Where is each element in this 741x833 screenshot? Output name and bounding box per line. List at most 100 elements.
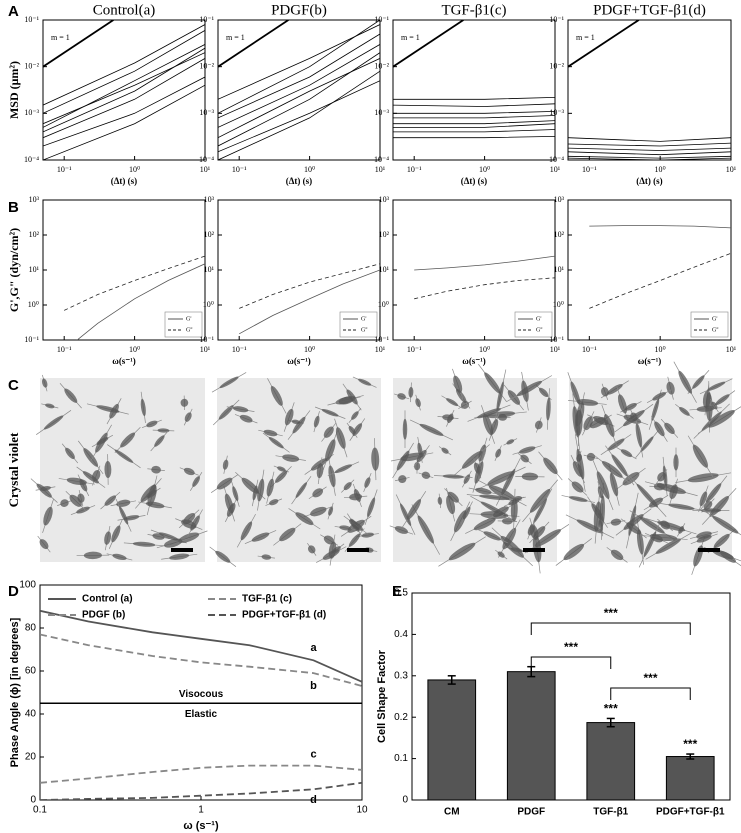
- cell: [273, 523, 302, 546]
- x-axis-label: ω(s⁻¹): [462, 356, 486, 366]
- cell-body: [154, 435, 165, 447]
- line: [218, 80, 380, 153]
- y-tick-label: 10⁻¹: [374, 15, 389, 24]
- cell-body: [348, 533, 361, 547]
- cell-body: [453, 375, 463, 393]
- cell: [645, 532, 692, 560]
- x-tick-label: 10¹: [550, 165, 561, 174]
- cell-body: [402, 418, 408, 440]
- bracket-label: ***: [564, 640, 578, 654]
- cell-body: [543, 457, 558, 475]
- cell: [481, 405, 495, 444]
- cell: [141, 419, 162, 429]
- cell: [257, 469, 265, 511]
- cell: [225, 497, 238, 523]
- cell: [401, 490, 427, 529]
- x-axis-label: (Δt) (s): [111, 176, 137, 186]
- legend-box: [690, 311, 729, 338]
- cell: [42, 499, 54, 533]
- y-tick-label: 10⁻¹: [24, 335, 39, 344]
- cell-body: [611, 454, 628, 477]
- cell: [446, 409, 455, 427]
- cell-body: [364, 477, 371, 488]
- cell-body: [252, 485, 258, 501]
- y-tick-label: 10⁻¹: [549, 15, 564, 24]
- panel-label: E: [392, 583, 402, 600]
- cell: [409, 419, 454, 441]
- line: [568, 147, 731, 151]
- legend-label: PDGF+TGF-β1 (d): [242, 610, 326, 621]
- cell: [438, 446, 452, 456]
- cell-body: [529, 488, 551, 513]
- cell-body: [104, 495, 117, 506]
- y-tick-label: 0: [402, 795, 408, 806]
- y-tick-label: 0: [30, 795, 36, 806]
- cell-body: [60, 499, 69, 507]
- y-tick-label: 60: [25, 666, 37, 677]
- cell: [110, 499, 137, 507]
- cell: [616, 447, 637, 460]
- error-bar: [447, 675, 456, 685]
- comparison-bracket: [530, 622, 691, 635]
- region-label: Elastic: [185, 709, 218, 720]
- cell-body: [268, 437, 284, 449]
- x-axis-label: ω (s⁻¹): [183, 820, 219, 832]
- cell-body: [563, 543, 585, 561]
- cell-body: [400, 503, 412, 526]
- slope-reference-line: [393, 20, 464, 68]
- cell-body: [351, 411, 359, 420]
- cell-body: [599, 495, 605, 528]
- cell: [699, 475, 728, 511]
- cell: [106, 553, 133, 561]
- cell: [699, 378, 733, 395]
- cell-body: [64, 388, 78, 403]
- cell: [117, 514, 146, 521]
- legend-label: G'': [536, 327, 543, 333]
- cell-body: [104, 460, 112, 479]
- plot-area: [40, 609, 362, 800]
- cell-body: [140, 398, 146, 417]
- cell: [655, 469, 668, 485]
- x-tick-label: 10¹: [375, 345, 386, 354]
- cell: [472, 452, 486, 493]
- legend-label: G': [186, 316, 191, 322]
- x-tick-label: 10¹: [726, 165, 737, 174]
- cell-body: [510, 498, 518, 522]
- cell-body: [657, 472, 666, 482]
- cell: [643, 495, 669, 511]
- cell-body: [506, 439, 515, 445]
- y-tick-label: 10²: [554, 230, 565, 239]
- x-tick-label: 10¹: [200, 165, 211, 174]
- cell: [465, 514, 505, 534]
- y-axis-label: Phase Angle (ϕ) [in degrees]: [9, 617, 21, 767]
- cell: [209, 546, 237, 567]
- cell-body: [715, 394, 730, 406]
- x-tick-label: 10⁰: [129, 345, 140, 354]
- cell: [236, 514, 256, 548]
- plot-frame: [217, 19, 381, 161]
- cell: [546, 388, 551, 430]
- cell-body: [323, 535, 335, 545]
- cell: [283, 402, 295, 432]
- legend-label: G': [712, 316, 717, 322]
- cell: [438, 536, 486, 567]
- cell-body: [534, 420, 543, 430]
- cell-body: [652, 392, 667, 401]
- y-tick-label: 10⁰: [203, 300, 214, 309]
- cell-body: [45, 403, 55, 409]
- cell-body: [43, 415, 64, 430]
- error-bar: [686, 753, 695, 760]
- line: [40, 633, 362, 687]
- cell: [675, 403, 694, 419]
- cell: [288, 508, 321, 530]
- x-tick-label: 10¹: [200, 345, 211, 354]
- y-tick-label: 10⁻¹: [374, 335, 389, 344]
- line: [218, 24, 380, 100]
- x-tick-label: 1: [198, 805, 204, 816]
- cell: [394, 393, 410, 400]
- cell: [327, 502, 334, 520]
- y-tick-label: 10⁰: [28, 300, 39, 309]
- cell-body: [140, 484, 157, 503]
- cell-body: [651, 533, 678, 542]
- line: [40, 609, 362, 683]
